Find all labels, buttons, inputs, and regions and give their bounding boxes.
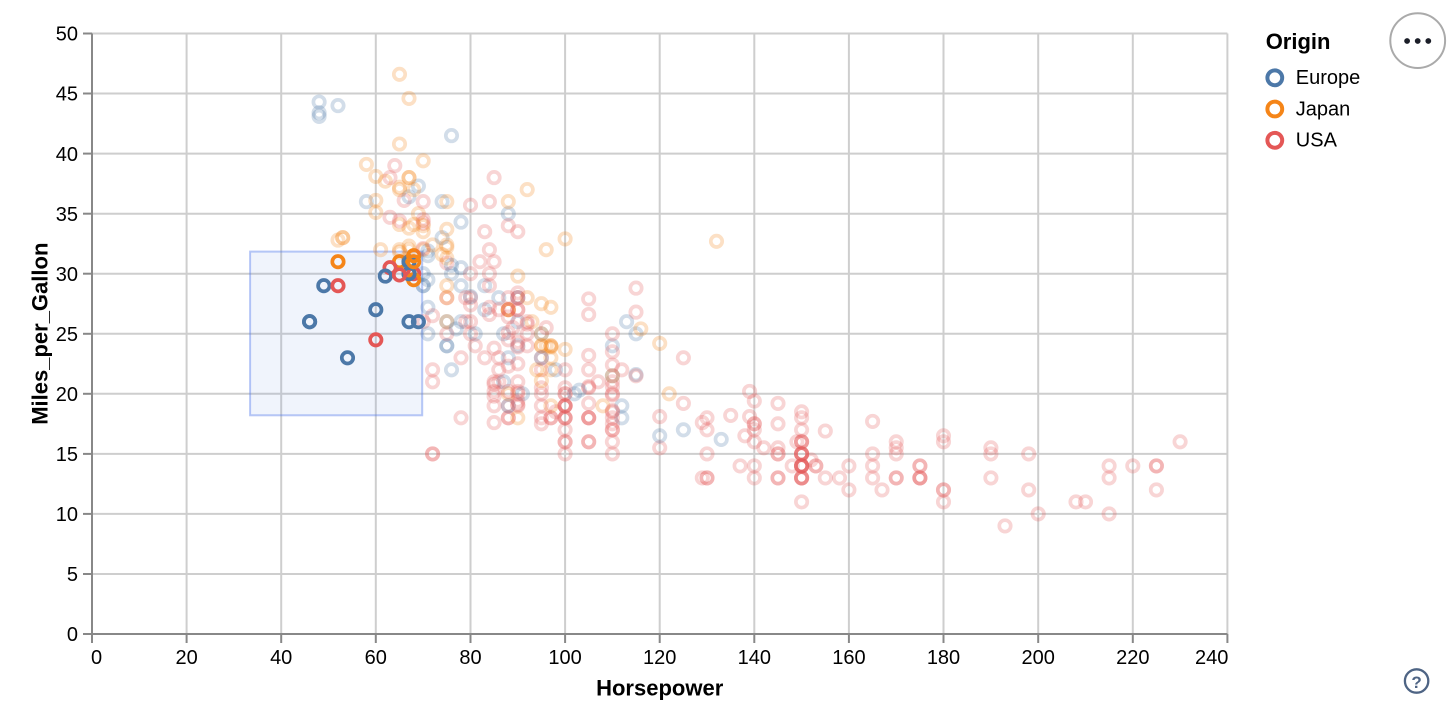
svg-text:Europe: Europe [1296, 67, 1361, 89]
svg-text:30: 30 [56, 264, 78, 286]
svg-text:140: 140 [738, 647, 771, 669]
svg-text:40: 40 [56, 144, 78, 166]
svg-text:160: 160 [832, 647, 865, 669]
svg-text:Japan: Japan [1296, 98, 1351, 120]
svg-text:220: 220 [1116, 647, 1149, 669]
svg-text:40: 40 [270, 647, 292, 669]
svg-text:80: 80 [459, 647, 481, 669]
svg-text:0: 0 [67, 624, 78, 646]
svg-text:200: 200 [1022, 647, 1055, 669]
svg-text:45: 45 [56, 84, 78, 106]
svg-text:25: 25 [56, 324, 78, 346]
svg-text:0: 0 [91, 647, 102, 669]
svg-text:?: ? [1411, 673, 1421, 692]
svg-text:20: 20 [56, 384, 78, 406]
svg-text:180: 180 [927, 647, 960, 669]
svg-text:Horsepower: Horsepower [596, 676, 724, 701]
svg-text:35: 35 [56, 204, 78, 226]
svg-text:5: 5 [67, 564, 78, 586]
svg-text:120: 120 [643, 647, 676, 669]
svg-text:Miles_per_Gallon: Miles_per_Gallon [28, 243, 53, 425]
svg-text:100: 100 [548, 647, 581, 669]
svg-text:20: 20 [175, 647, 197, 669]
svg-text:USA: USA [1296, 130, 1338, 152]
svg-text:10: 10 [56, 504, 78, 526]
svg-text:50: 50 [56, 24, 78, 46]
svg-text:15: 15 [56, 444, 78, 466]
svg-text:60: 60 [365, 647, 387, 669]
svg-text:240: 240 [1195, 647, 1228, 669]
svg-text:Origin: Origin [1266, 29, 1331, 54]
